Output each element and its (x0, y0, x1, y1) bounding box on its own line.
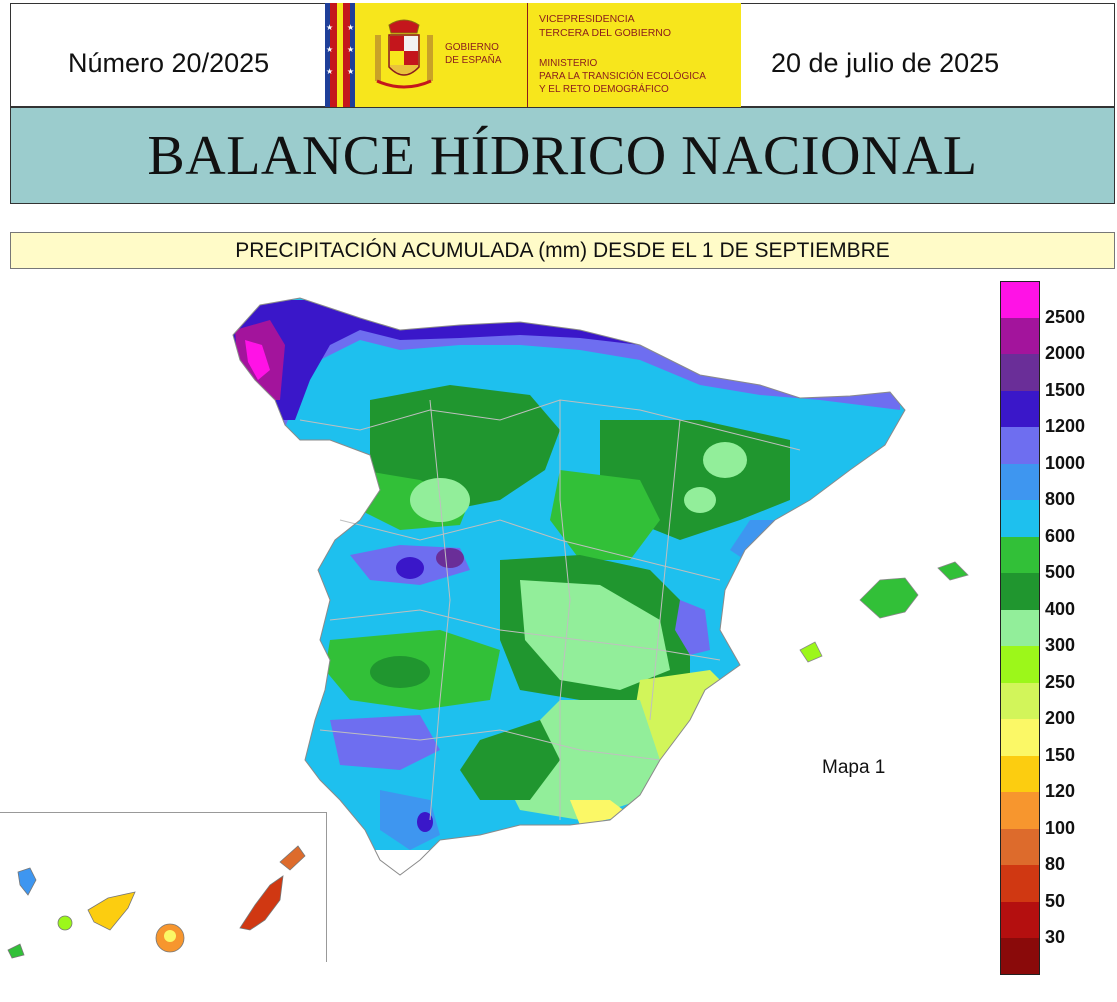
legend-swatch (1000, 500, 1040, 537)
legend-swatch (1000, 281, 1040, 318)
vicepresidency-label: VICEPRESIDENCIA TERCERA DEL GOBIERNO (539, 13, 672, 39)
legend-label: 2000 (1045, 343, 1086, 363)
legend-label: 300 (1045, 635, 1076, 655)
legend-swatch (1000, 536, 1040, 573)
government-banner: ★ ★ ★ ★ ★ ★ GOBIERNO DE ESPAÑA VICEPRESI… (325, 3, 741, 107)
ministry-label: MINISTERIO PARA LA TRANSICIÓN ECOLÓGICA … (539, 58, 706, 95)
legend-label: 400 (1045, 598, 1076, 619)
star-icon: ★ (347, 45, 355, 54)
legend-swatch (1000, 427, 1040, 464)
issue-number: Número 20/2025 (68, 48, 270, 78)
legend-swatch (1000, 354, 1040, 391)
legend-swatch (1000, 390, 1040, 427)
legend-swatch (1000, 317, 1040, 354)
legend-label: 50 (1045, 890, 1066, 911)
legend-label: 1500 (1045, 379, 1086, 400)
ministry-divider (527, 3, 528, 107)
canary-islands (7, 845, 306, 959)
page-title: BALANCE HÍDRICO NACIONAL (147, 124, 978, 187)
issue-date: 20 de julio de 2025 (771, 48, 1000, 78)
legend-swatch (1000, 682, 1040, 719)
precipitation-map (7, 297, 969, 959)
star-icon: ★ (347, 67, 355, 76)
legend-label: 1200 (1045, 416, 1086, 436)
legend-swatch (1000, 828, 1040, 865)
balearic-islands (799, 561, 969, 663)
legend-label: 500 (1045, 562, 1076, 582)
legend-swatch (1000, 901, 1040, 938)
legend-swatch (1000, 719, 1040, 756)
legend-label: 80 (1045, 854, 1066, 874)
legend-label: 120 (1045, 781, 1076, 801)
legend-label: 800 (1045, 489, 1076, 509)
star-icon: ★ (326, 23, 334, 32)
legend-label: 2500 (1045, 306, 1086, 327)
eu-flag-strip: ★ ★ ★ ★ ★ ★ (325, 3, 355, 107)
legend-label: 250 (1045, 671, 1076, 692)
legend-label: 200 (1045, 708, 1076, 728)
legend-label: 150 (1045, 744, 1076, 765)
legend-swatch (1000, 646, 1040, 683)
coat-of-arms-icon (375, 19, 433, 89)
star-icon: ★ (326, 45, 334, 54)
canary-islands-inset-frame (0, 812, 327, 962)
legend-swatch (1000, 792, 1040, 829)
legend-swatch (1000, 609, 1040, 646)
map-label: Mapa 1 (822, 757, 886, 778)
peninsula-fill (233, 298, 905, 850)
legend-label: 100 (1045, 817, 1076, 838)
legend-swatch (1000, 463, 1040, 500)
star-icon: ★ (347, 23, 355, 32)
legend-swatch (1000, 755, 1040, 792)
province-borders (299, 399, 801, 821)
government-label: GOBIERNO DE ESPAÑA (445, 42, 502, 66)
legend-label: 1000 (1045, 452, 1086, 473)
peninsula-outline (232, 297, 906, 876)
subtitle-box: PRECIPITACIÓN ACUMULADA (mm) DESDE EL 1 … (10, 232, 1115, 269)
legend-swatch (1000, 938, 1040, 975)
star-icon: ★ (326, 67, 334, 76)
legend-label: 600 (1045, 525, 1076, 546)
map-subtitle: PRECIPITACIÓN ACUMULADA (mm) DESDE EL 1 … (235, 238, 890, 262)
legend-label: 30 (1045, 927, 1066, 947)
legend-swatch (1000, 573, 1040, 610)
title-box: BALANCE HÍDRICO NACIONAL (10, 107, 1115, 204)
legend-swatch (1000, 865, 1040, 902)
